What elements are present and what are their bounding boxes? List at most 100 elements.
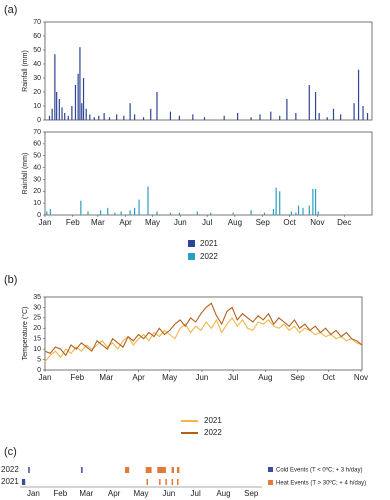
bar [302,207,304,215]
y-tick-label: 60 [33,33,41,40]
bar [286,99,288,120]
x-tick-label: Mar [79,489,93,498]
event [159,479,161,485]
event [21,479,24,485]
y-tick-label: 0 [37,212,41,219]
event [165,479,167,485]
row-label: 2021 [1,477,19,486]
event [177,467,180,473]
bar [210,212,212,215]
bar [156,211,158,215]
bar [290,211,292,215]
x-tick-label: Nov [310,218,324,227]
bar [108,117,111,120]
y-tick-label: 40 [33,164,41,171]
y-tick-label: 0 [37,117,41,124]
bar [279,191,281,215]
y-tick-label: 20 [33,89,41,96]
x-tick-label: Jun [195,373,208,382]
bar [263,212,266,215]
event [148,467,150,473]
bar [99,210,102,215]
event [164,467,166,473]
bar [71,106,73,120]
bar [133,114,136,120]
bar [362,106,364,120]
event [163,467,166,473]
bar [318,113,320,120]
bar [150,108,152,120]
bar [169,212,172,215]
x-tick-label: Mar [91,218,105,227]
bar [169,111,172,120]
y-tick-label: 35 [33,294,41,301]
bar [275,187,277,215]
x-tick-label: Apr [132,373,145,382]
y-tick-label: 40 [33,61,41,68]
y-tick-label: 5 [37,356,41,363]
x-tick-label: Jun [162,489,175,498]
row-label: 2022 [1,465,19,474]
bar [317,211,319,215]
y-tick-label: 30 [33,176,41,183]
bar [79,47,81,121]
bar [250,210,252,215]
y-tick-label: 50 [33,47,41,54]
event [125,467,128,473]
event [126,467,129,473]
bar [353,103,355,120]
legend-label: 2022 [204,428,222,437]
x-tick-label: Feb [53,489,67,498]
legend-swatch [188,240,195,247]
bar [272,209,275,215]
x-tick-label: Oct [323,373,336,382]
event [145,467,148,473]
bar [107,207,109,215]
bar [80,200,82,215]
plot-frame [44,131,373,216]
panel-label: (a) [4,4,17,16]
legend-label: 2021 [200,239,218,248]
line [44,316,363,363]
legend-swatch [268,480,273,485]
bar [133,207,136,215]
plot-frame [44,296,363,371]
x-tick-label: Jul [191,489,201,498]
bar [54,54,56,121]
bar [98,115,100,120]
event [171,467,174,473]
bar [295,113,297,120]
y-tick-label: 30 [33,304,41,311]
bar [340,114,342,120]
event [23,479,26,485]
bar [279,115,281,120]
bar [314,92,317,120]
x-tick-label: May [162,373,177,382]
event [157,467,159,473]
bar [326,117,328,120]
bar [192,114,194,120]
bar [295,212,297,215]
line [44,302,363,357]
event [161,467,164,473]
legend-swatch [188,253,195,260]
y-tick-label: 30 [33,75,41,82]
event [159,467,161,473]
legend-label: 2021 [204,416,222,425]
y-tick-label: 10 [33,346,41,353]
event [158,467,160,473]
bar [196,211,198,215]
x-tick-label: Aug [216,489,230,498]
x-tick-label: Feb [66,218,80,227]
bar [178,115,180,120]
bar [82,78,85,120]
event [127,467,130,473]
x-tick-label: Apr [119,218,132,227]
bar [89,114,91,120]
bar [366,113,369,120]
y-axis-label: Temperature (°C) [21,307,29,361]
bar [312,188,314,215]
bar [93,117,95,120]
bar [120,211,122,215]
